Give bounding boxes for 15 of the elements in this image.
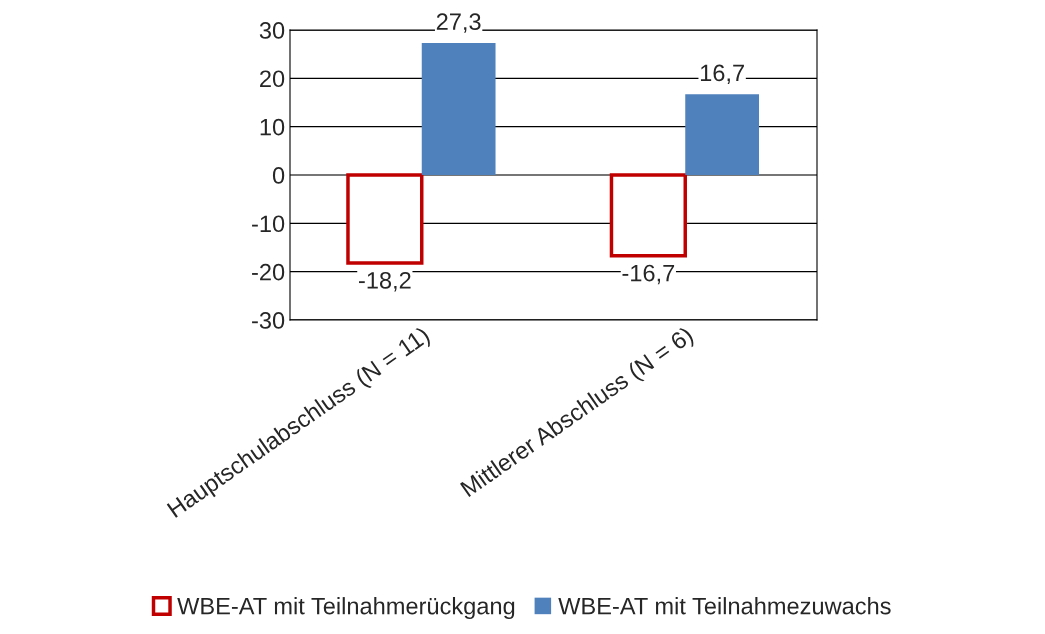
data-label: 16,7 — [700, 64, 744, 85]
y-tick-label: 30 — [259, 22, 285, 39]
data-label: -18,2 — [359, 271, 411, 292]
bar — [685, 94, 760, 175]
y-tick-label: 10 — [260, 118, 285, 136]
y-tick-label: -30 — [252, 312, 285, 329]
y-tick-label: 0 — [272, 167, 285, 184]
bar — [421, 43, 496, 175]
y-tick-label: -10 — [252, 215, 285, 233]
data-label: -16,7 — [622, 264, 675, 285]
y-tick-label: -20 — [252, 263, 285, 281]
legend-label: WBE-AT mit Teilnahmezuwachs — [558, 597, 891, 615]
legend-label: WBE-AT mit Teilnahmerückgang — [177, 597, 515, 620]
data-label: 27,3 — [436, 13, 481, 33]
y-tick-label: 20 — [260, 70, 285, 88]
